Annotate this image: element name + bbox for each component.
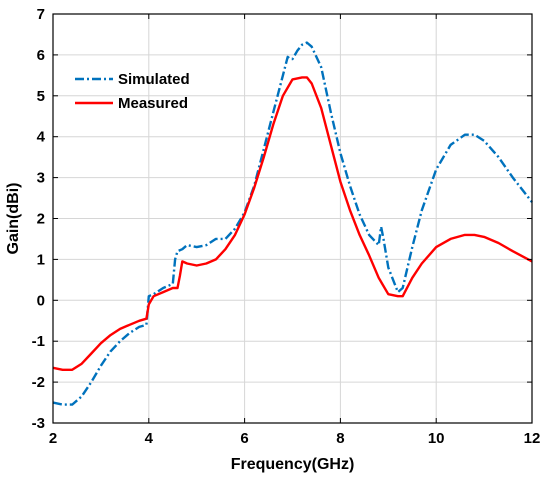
tick-marks xyxy=(52,13,533,424)
y-tick-label: -1 xyxy=(32,333,45,350)
x-tick-labels: 2 4 6 8 10 12 xyxy=(49,430,541,447)
y-tick-label: 4 xyxy=(37,129,46,146)
y-tick-label: -2 xyxy=(32,374,45,391)
x-tick-label: 12 xyxy=(524,430,541,447)
y-axis-label: Gain(dBi) xyxy=(5,183,22,255)
legend: Simulated Measured xyxy=(75,71,190,112)
legend-label-measured: Measured xyxy=(118,95,188,112)
series-layer xyxy=(52,41,533,406)
y-tick-labels: -3 -2 -1 0 1 2 3 4 5 6 7 xyxy=(32,6,46,432)
y-tick-label: 0 xyxy=(37,292,45,309)
y-tick-label: -3 xyxy=(32,415,45,432)
series-line-simulated xyxy=(52,41,533,406)
y-tick-label: 1 xyxy=(37,251,45,268)
x-tick-label: 4 xyxy=(145,430,154,447)
x-tick-label: 6 xyxy=(240,430,248,447)
series-line-measured xyxy=(52,76,533,371)
x-tick-label: 10 xyxy=(428,430,445,447)
y-tick-label: 3 xyxy=(37,170,45,187)
x-tick-label: 8 xyxy=(336,430,344,447)
x-axis-label: Frequency(GHz) xyxy=(231,456,355,473)
y-tick-label: 7 xyxy=(37,6,45,23)
y-tick-label: 2 xyxy=(37,211,45,228)
x-tick-label: 2 xyxy=(49,430,57,447)
y-tick-label: 5 xyxy=(37,88,45,105)
y-tick-label: 6 xyxy=(37,47,45,64)
legend-label-simulated: Simulated xyxy=(118,71,190,88)
